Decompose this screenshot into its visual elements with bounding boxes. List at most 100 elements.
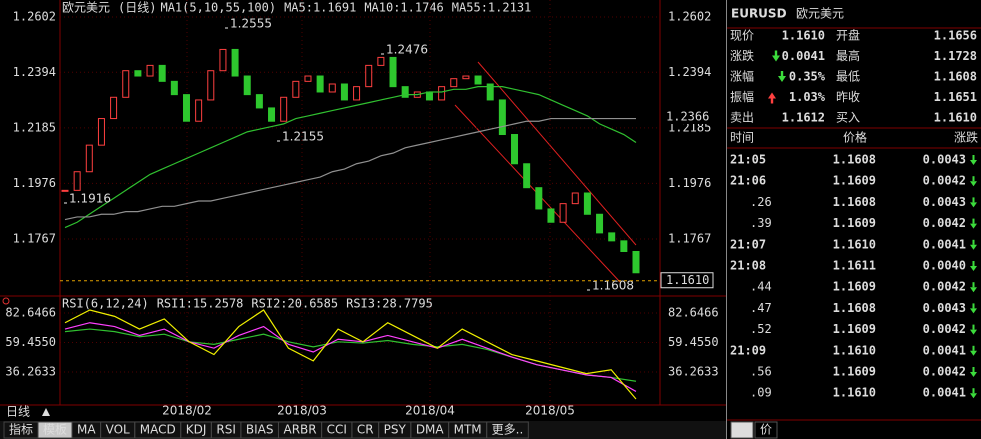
candle	[268, 107, 276, 122]
footer-tab-label[interactable]: 价	[760, 423, 772, 437]
trade-arrow-stem	[972, 176, 975, 182]
chart-header-text: (日线)	[118, 1, 156, 15]
candle	[158, 64, 166, 82]
trade-arrow-stem	[972, 388, 975, 394]
candle	[146, 64, 154, 77]
period-arrow[interactable]	[42, 408, 50, 416]
last-price-box	[660, 272, 714, 289]
quote-value: 0.0041	[782, 49, 825, 63]
toolbar-item[interactable]: MTM	[454, 423, 482, 437]
trade-time: .09	[750, 386, 772, 400]
price-label: 1.2555	[230, 17, 272, 31]
trade-arrow	[970, 287, 977, 293]
trade-time: .39	[750, 216, 772, 230]
trade-time: 21:09	[730, 343, 766, 357]
toolbar-tab[interactable]	[486, 421, 529, 439]
quote-arrow-stem	[770, 97, 774, 104]
trade-price: 1.1609	[833, 174, 876, 188]
footer-tab[interactable]	[754, 421, 778, 439]
toolbar-item[interactable]: RSI	[216, 423, 236, 437]
toolbar-item[interactable]: BIAS	[246, 423, 274, 437]
footer-tab-label[interactable]: 笔	[736, 422, 748, 437]
y-tick-label-right: 1.2394	[668, 65, 711, 79]
candle	[97, 118, 105, 146]
trade-time: 21:05	[730, 153, 766, 167]
trade-change: 0.0041	[923, 386, 966, 400]
quote-header-bg	[727, 0, 981, 28]
candle	[170, 80, 178, 96]
trade-arrow-stem	[972, 155, 975, 160]
trade-arrow-stem	[972, 197, 975, 203]
trade-arrow	[970, 372, 977, 377]
toolbar-item[interactable]: ARBR	[283, 423, 316, 437]
quote-value: 1.1651	[934, 90, 977, 104]
toolbar-item[interactable]: CCI	[327, 423, 347, 437]
trade-arrow-stem	[972, 367, 975, 372]
rsi2-line	[64, 322, 637, 392]
date-label: 2018/04	[405, 404, 455, 418]
ma100-marker-box	[661, 110, 713, 124]
candle	[353, 86, 361, 101]
trade-arrow	[970, 393, 977, 399]
candle	[596, 213, 604, 234]
toolbar-bg	[0, 421, 726, 439]
price-label: 1.1608	[592, 279, 634, 293]
y-tick-label: 1.1767	[13, 232, 56, 246]
toolbar-item[interactable]: DMA	[416, 423, 445, 437]
quote-value: 1.03%	[789, 90, 826, 104]
trade-arrow	[970, 244, 977, 250]
candle	[450, 78, 458, 88]
candle	[583, 192, 591, 215]
quote-symbol: EURUSD	[731, 7, 787, 21]
footer-tab[interactable]	[730, 421, 754, 439]
candle	[632, 250, 640, 274]
rsi-tick-label: 36.2633	[5, 365, 56, 379]
y-tick-label: 1.1976	[13, 176, 56, 190]
candle	[61, 189, 69, 192]
candle	[304, 75, 312, 82]
candle	[340, 83, 348, 101]
quote-arrow-stem	[774, 50, 778, 57]
candle	[292, 80, 300, 98]
quote-label: 卖出	[730, 111, 754, 125]
period-button[interactable]: 日线	[6, 405, 30, 419]
trade-price: 1.1610	[833, 386, 876, 400]
candle	[195, 99, 203, 122]
toolbar-item[interactable]: 模板	[43, 423, 67, 437]
trade-change: 0.0042	[923, 322, 966, 336]
trade-arrow-stem	[972, 324, 975, 330]
trade-arrow	[970, 223, 977, 229]
candle	[231, 48, 239, 77]
rsi-header-text: RSI1:15.2578	[157, 297, 244, 311]
trade-change: 0.0042	[923, 280, 966, 294]
trade-time: 21:07	[730, 237, 766, 251]
toolbar-item[interactable]: KDJ	[186, 423, 207, 437]
trade-arrow-stem	[972, 261, 975, 266]
quote-label: 现价	[730, 29, 754, 43]
toolbar-item[interactable]: CR	[357, 423, 374, 437]
quote-arrow	[772, 55, 780, 62]
candle	[486, 83, 494, 101]
toolbar-item[interactable]: VOL	[106, 423, 130, 437]
toolbar-item[interactable]: 指标	[9, 422, 33, 437]
last-price-label: 1.1610	[666, 273, 709, 287]
toolbar-item[interactable]: PSY	[384, 423, 407, 437]
quote-value: 1.1612	[782, 111, 825, 125]
trade-change: 0.0042	[923, 216, 966, 230]
ma55-line	[64, 86, 637, 229]
toolbar-item[interactable]: MACD	[140, 423, 176, 437]
trade-price: 1.1608	[833, 195, 876, 209]
quote-label: 涨幅	[730, 69, 754, 84]
trade-arrow	[970, 160, 977, 165]
toolbar-item[interactable]: 更多..	[492, 423, 524, 437]
trade-arrow-stem	[972, 303, 975, 309]
price-label: 1.2476	[386, 43, 428, 57]
channel-upper	[477, 61, 637, 246]
trade-arrow	[970, 329, 977, 335]
trade-time: .26	[750, 195, 772, 209]
trade-change: 0.0041	[923, 343, 966, 357]
toolbar-item[interactable]: MA	[77, 423, 96, 437]
rsi-tick-label-right: 59.4550	[668, 335, 719, 349]
ma100-marker: 1.2366	[666, 110, 709, 124]
